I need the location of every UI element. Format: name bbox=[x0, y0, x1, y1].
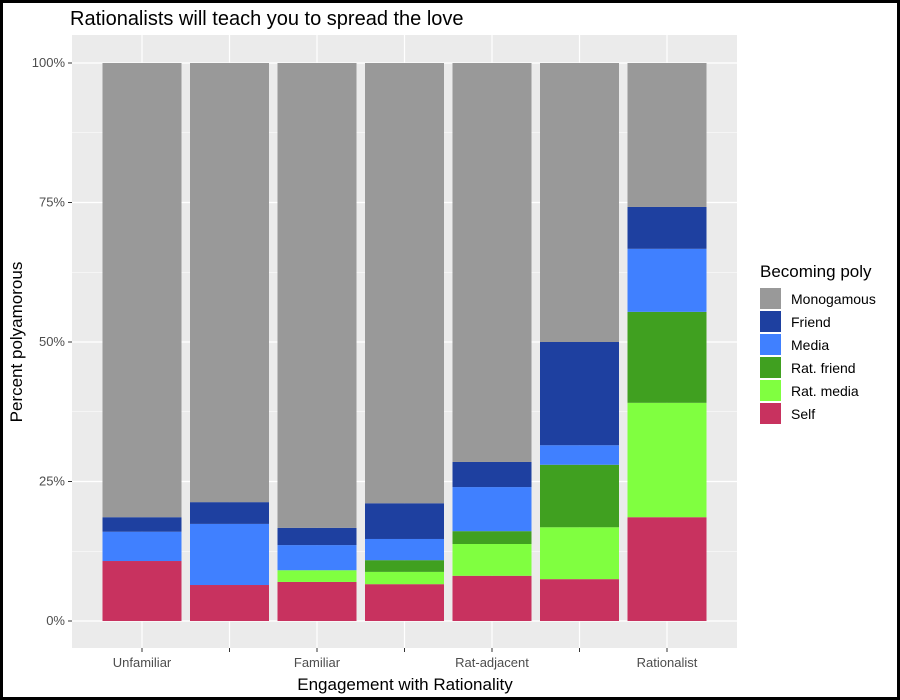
legend-swatch bbox=[760, 403, 781, 424]
y-tick-label: 0% bbox=[46, 613, 65, 628]
bar-segment-self bbox=[102, 561, 182, 621]
legend-title: Becoming poly bbox=[760, 262, 872, 281]
y-tick-label: 25% bbox=[39, 474, 65, 489]
legend-swatch bbox=[760, 334, 781, 355]
bar-segment-friend bbox=[365, 503, 444, 539]
bar-segment-media bbox=[627, 248, 707, 312]
bar-segment-monogamous bbox=[277, 63, 357, 528]
bar-segment-media bbox=[365, 538, 444, 561]
y-axis-label: Percent polyamorous bbox=[7, 262, 26, 423]
bar-segment-friend bbox=[277, 527, 357, 546]
legend-swatch bbox=[760, 357, 781, 378]
bar-segment-media bbox=[190, 523, 269, 586]
bar-segment-friend bbox=[540, 342, 619, 446]
legend-label: Rat. media bbox=[791, 383, 859, 399]
bar-segment-monogamous bbox=[627, 63, 707, 207]
bar-segment-media bbox=[102, 531, 182, 562]
bar-segment-rat-friend bbox=[627, 311, 707, 403]
bar-segment-rat-friend bbox=[452, 531, 532, 544]
y-tick-label: 50% bbox=[39, 334, 65, 349]
bar-segment-monogamous bbox=[365, 63, 444, 504]
y-tick-label: 100% bbox=[32, 55, 66, 70]
legend-label: Self bbox=[791, 406, 815, 422]
bar-segment-rat-friend bbox=[540, 464, 619, 528]
bar-segment-monogamous bbox=[540, 63, 619, 342]
bar-segment-media bbox=[277, 545, 357, 571]
x-tick-label: Rationalist bbox=[637, 655, 698, 670]
y-tick-label: 75% bbox=[39, 195, 65, 210]
x-tick-label: Unfamiliar bbox=[113, 655, 172, 670]
bar-segment-self bbox=[452, 575, 532, 621]
legend-label: Monogamous bbox=[791, 291, 876, 307]
bar-segment-rat-media bbox=[540, 527, 619, 580]
bar-segment-friend bbox=[627, 206, 707, 249]
bar-segment-friend bbox=[452, 461, 532, 488]
bar-segment-self bbox=[190, 585, 269, 621]
bar-segment-self bbox=[277, 581, 357, 621]
bar-segment-rat-media bbox=[627, 402, 707, 518]
legend-swatch bbox=[760, 311, 781, 332]
legend-label: Friend bbox=[791, 314, 831, 330]
chart-title: Rationalists will teach you to spread th… bbox=[70, 8, 464, 30]
bar-segment-rat-media bbox=[277, 570, 357, 582]
bar-segment-monogamous bbox=[452, 63, 532, 462]
bar-segment-monogamous bbox=[190, 63, 269, 503]
bar-segment-rat-media bbox=[365, 571, 444, 585]
x-tick-label: Rat-adjacent bbox=[455, 655, 529, 670]
bar-segment-rat-media bbox=[452, 543, 532, 576]
bar-segment-friend bbox=[190, 502, 269, 524]
bar-segment-self bbox=[365, 584, 444, 621]
bar-segment-self bbox=[540, 579, 619, 621]
x-axis-label: Engagement with Rationality bbox=[297, 675, 513, 694]
bar-segment-media bbox=[452, 487, 532, 532]
bar-segment-friend bbox=[102, 517, 182, 532]
legend-swatch bbox=[760, 288, 781, 309]
bar-segment-media bbox=[540, 445, 619, 465]
legend-swatch bbox=[760, 380, 781, 401]
x-tick-label: Familiar bbox=[294, 655, 341, 670]
legend-label: Media bbox=[791, 337, 829, 353]
legend-label: Rat. friend bbox=[791, 360, 856, 376]
bar-segment-monogamous bbox=[102, 63, 182, 518]
bar-segment-self bbox=[627, 517, 707, 621]
bar-segment-rat-friend bbox=[365, 560, 444, 572]
